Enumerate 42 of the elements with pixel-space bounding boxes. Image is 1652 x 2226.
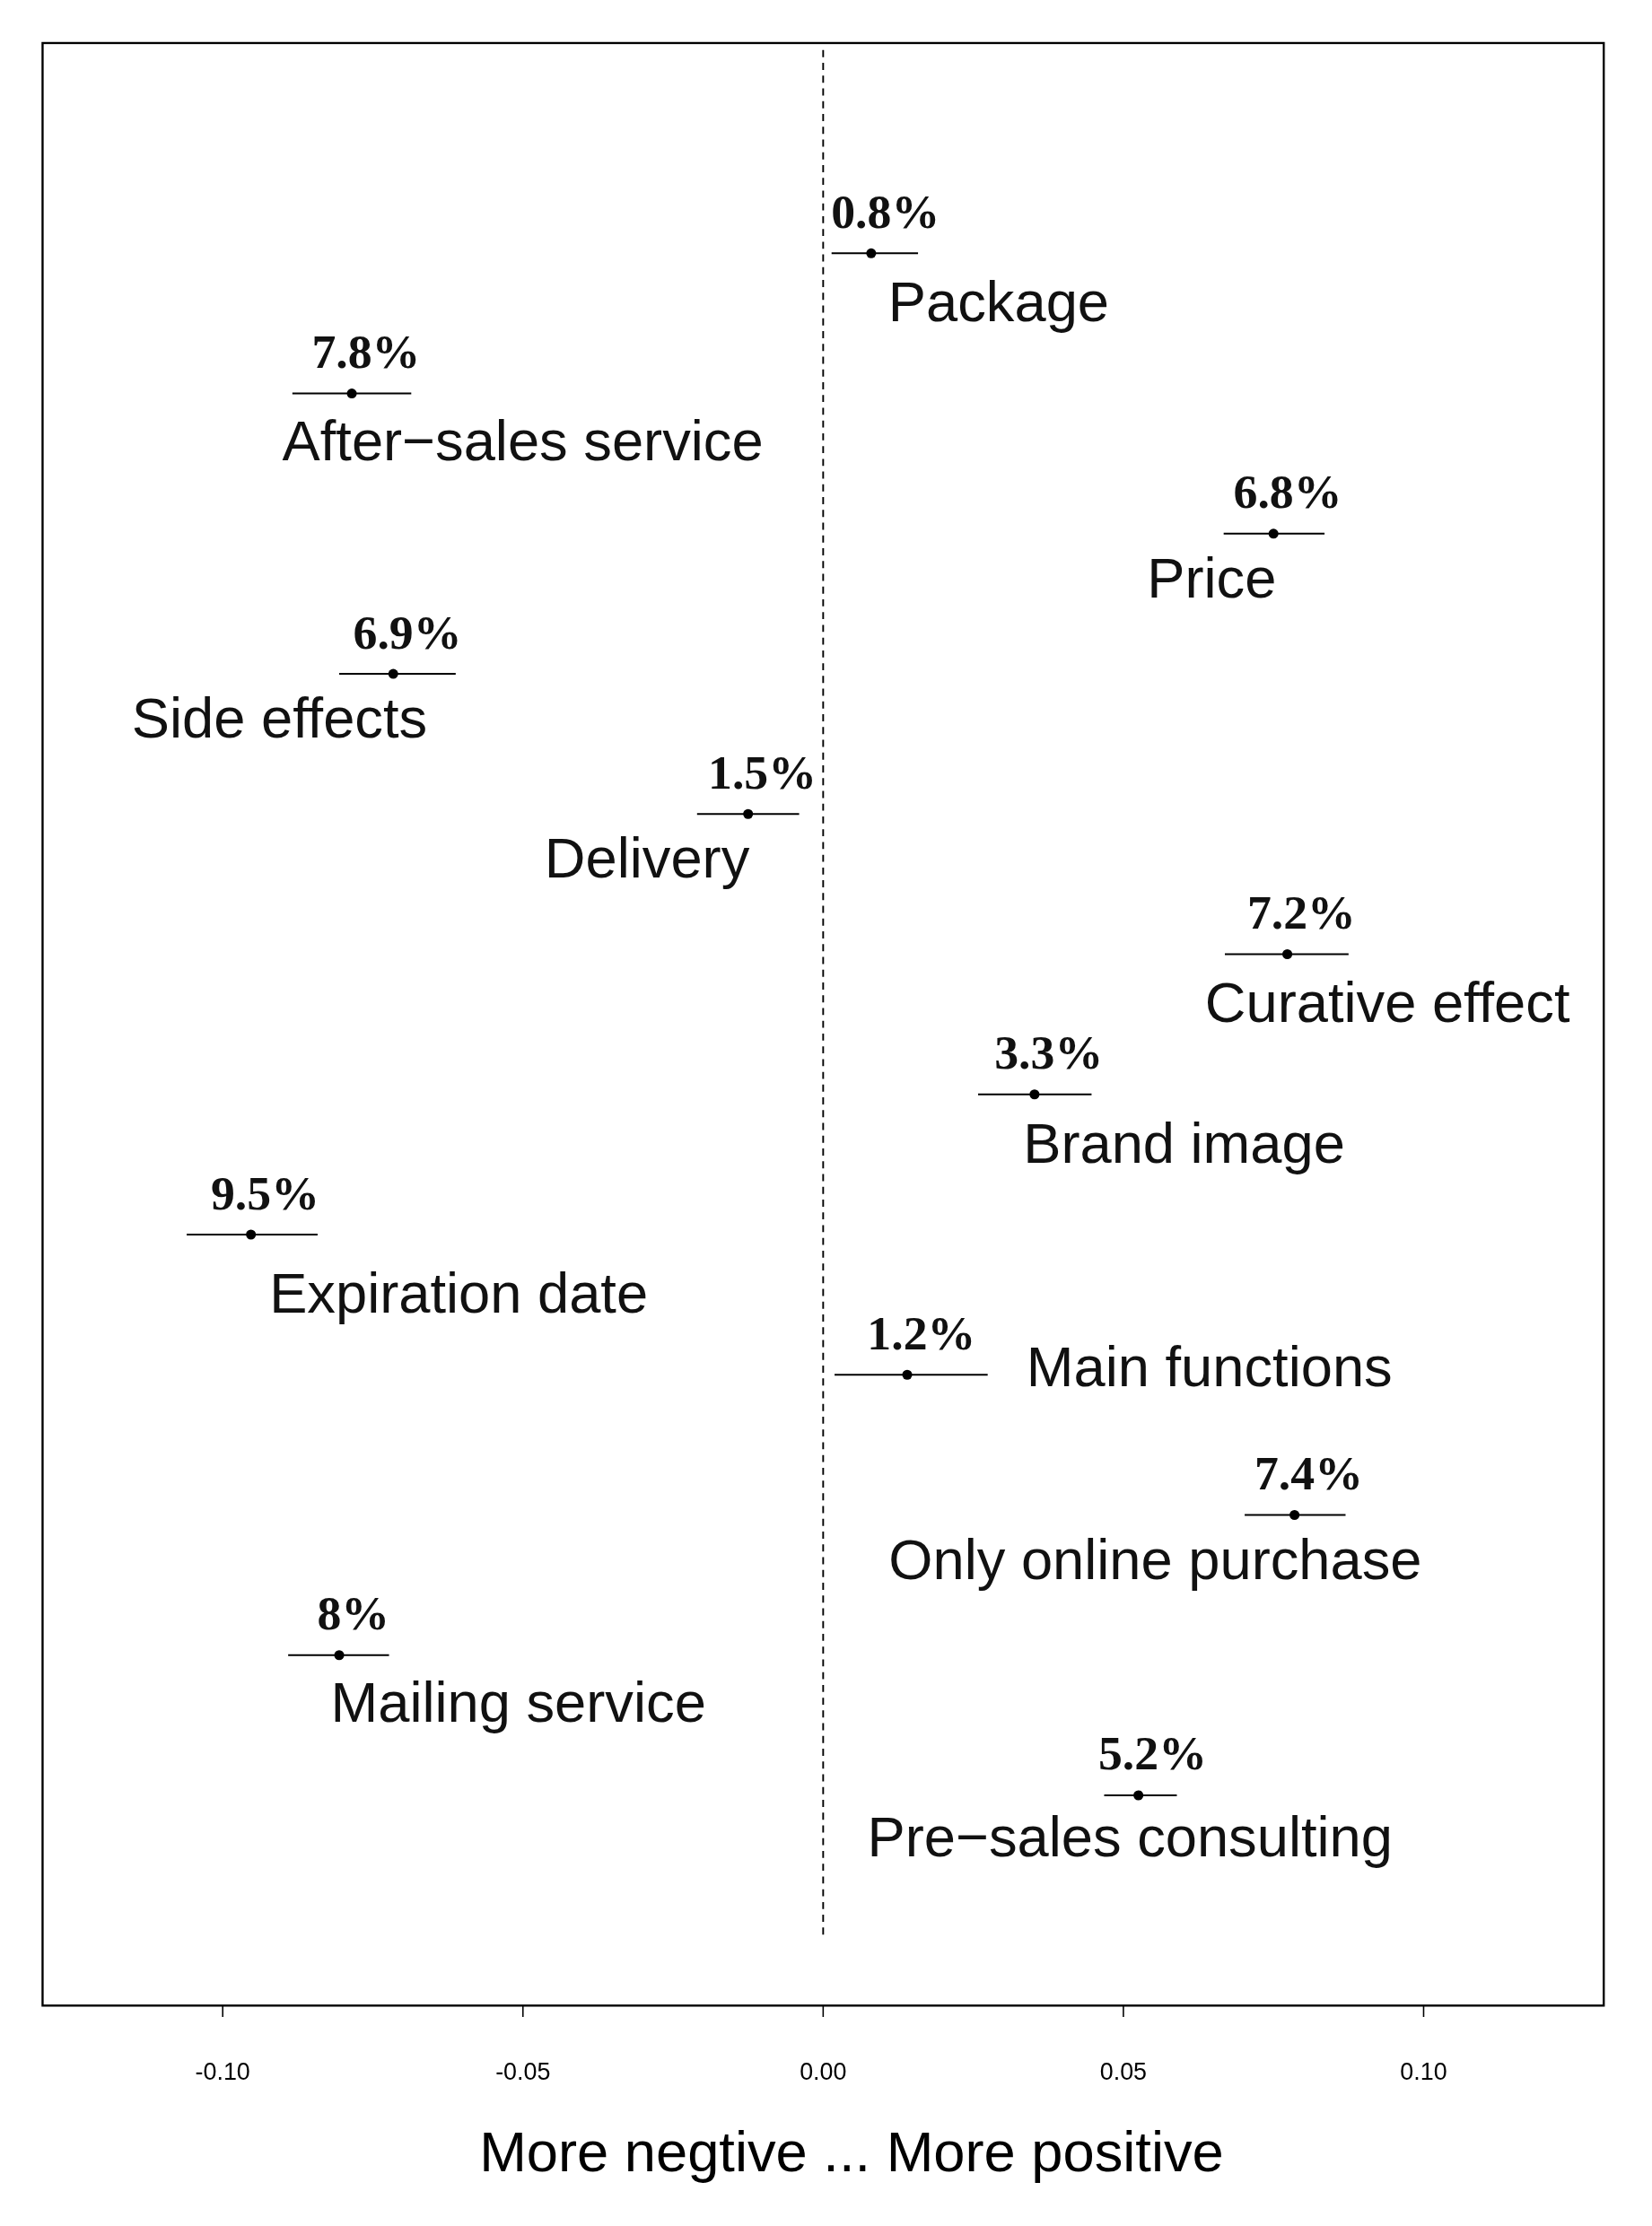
- point: [246, 1229, 257, 1240]
- annotation: 5.2%: [1097, 1726, 1207, 1781]
- point: [743, 808, 754, 819]
- y-tick-label: Expiration date: [269, 1261, 649, 1324]
- y-tick-label: Main functions: [1026, 1334, 1393, 1398]
- annotation: 1.2%: [867, 1305, 976, 1360]
- y-tick-label: Mailing service: [330, 1671, 706, 1734]
- y-tick-label: After−sales service: [282, 408, 764, 472]
- point: [1289, 1509, 1300, 1521]
- annotation: 8%: [317, 1586, 390, 1641]
- y-tick-label: Brand image: [1023, 1111, 1345, 1174]
- y-tick-label: Only online purchase: [888, 1527, 1422, 1591]
- point: [1282, 948, 1293, 960]
- point: [902, 1369, 913, 1380]
- point: [1133, 1790, 1144, 1801]
- y-tick-label: Package: [887, 270, 1109, 334]
- point: [388, 668, 398, 679]
- annotation: 7.4%: [1254, 1446, 1363, 1501]
- annotation: 1.5%: [708, 745, 817, 799]
- annotation: 6.8%: [1233, 465, 1342, 519]
- annotation: 7.2%: [1246, 886, 1356, 940]
- annotation: 0.8%: [831, 184, 940, 239]
- y-tick-label: Pre−sales consulting: [867, 1804, 1393, 1868]
- x-tick-label: 0.10: [1400, 2057, 1447, 2085]
- y-tick-label: Delivery: [544, 826, 750, 890]
- point: [346, 388, 357, 399]
- annotation: 3.3%: [994, 1026, 1104, 1080]
- y-tick-label: Price: [1147, 546, 1277, 609]
- x-axis-title: More negtive ... More positive: [479, 2120, 1224, 2184]
- x-tick-label: 0.00: [800, 2057, 847, 2085]
- annotation: 6.9%: [353, 605, 462, 659]
- y-tick-label: Curative effect: [1204, 971, 1570, 1034]
- point: [334, 1650, 345, 1661]
- x-tick-label: -0.10: [195, 2057, 250, 2085]
- y-tick-label: Side effects: [131, 686, 428, 750]
- point: [1029, 1089, 1040, 1100]
- x-tick-label: 0.05: [1099, 2057, 1148, 2085]
- point: [866, 248, 877, 258]
- annotation: 9.5%: [210, 1165, 319, 1220]
- annotation: 7.8%: [311, 325, 421, 380]
- x-tick-label: -0.05: [495, 2057, 551, 2085]
- point: [1268, 528, 1279, 539]
